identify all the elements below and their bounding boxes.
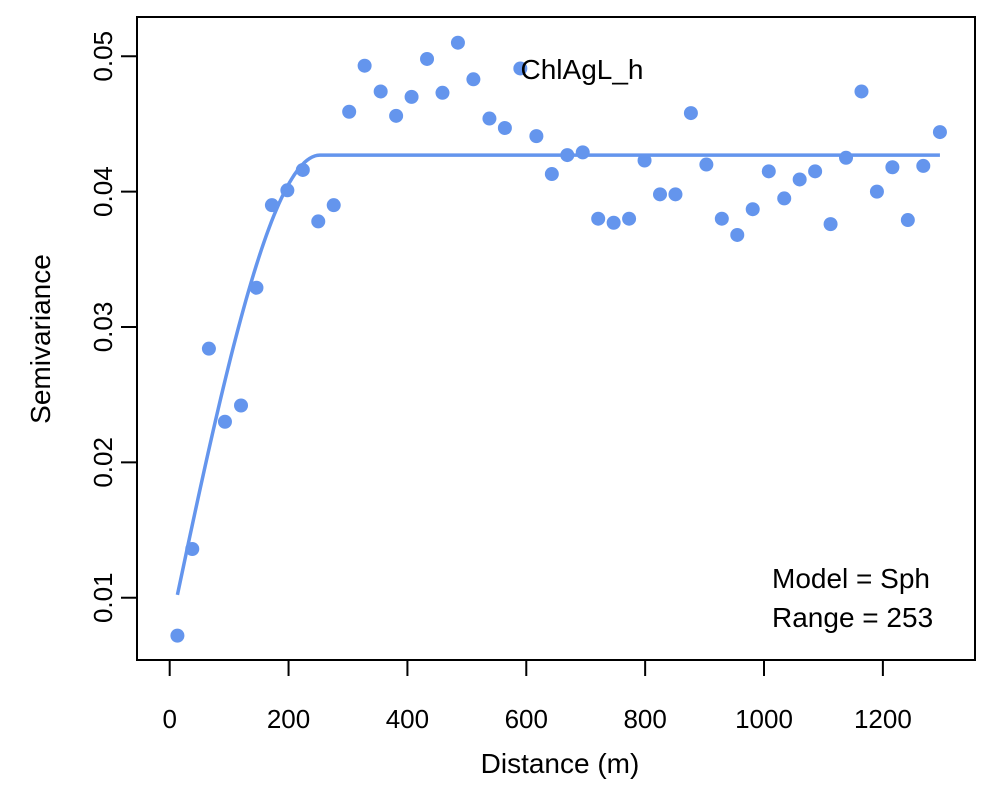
y-tick-label: 0.03 — [88, 302, 118, 353]
data-point — [714, 211, 729, 226]
data-points — [170, 35, 947, 643]
data-point — [854, 84, 869, 99]
data-point — [560, 148, 575, 163]
data-point — [761, 164, 776, 179]
data-point — [823, 217, 838, 232]
data-point — [435, 85, 450, 100]
data-point — [311, 214, 326, 229]
data-point — [280, 183, 295, 198]
data-point — [264, 198, 279, 213]
data-point — [249, 280, 264, 295]
x-axis-title: Distance (m) — [481, 748, 640, 779]
x-tick-label: 800 — [623, 704, 666, 734]
data-point — [637, 153, 652, 168]
data-point — [404, 89, 419, 104]
data-point — [420, 51, 435, 66]
data-point — [839, 150, 854, 165]
x-tick-label: 1200 — [854, 704, 912, 734]
y-tick-label: 0.01 — [88, 572, 118, 623]
data-point — [591, 211, 606, 226]
data-point — [745, 202, 760, 217]
data-point — [513, 61, 528, 76]
data-point — [529, 129, 544, 144]
annotation-range: Range = 253 — [772, 602, 933, 633]
x-tick-label: 1000 — [735, 704, 793, 734]
model-curve — [175, 153, 940, 596]
data-point — [792, 172, 807, 187]
data-point — [482, 111, 497, 126]
data-point — [730, 227, 745, 242]
data-point — [373, 84, 388, 99]
x-tick-label: 400 — [386, 704, 429, 734]
x-tick-label: 0 — [162, 704, 176, 734]
data-point — [185, 541, 200, 556]
data-point — [575, 145, 590, 160]
data-point — [916, 158, 931, 173]
data-point — [699, 157, 714, 172]
y-tick-label: 0.04 — [88, 166, 118, 217]
data-point — [201, 341, 216, 356]
y-tick-label: 0.02 — [88, 437, 118, 488]
data-point — [932, 125, 947, 140]
data-point — [622, 211, 637, 226]
data-point — [389, 108, 404, 123]
data-point — [885, 160, 900, 175]
data-point — [808, 164, 823, 179]
data-point — [170, 628, 185, 643]
data-point — [217, 414, 232, 429]
data-point — [497, 121, 512, 136]
data-point — [342, 104, 357, 119]
y-axis: 0.01 0.02 0.03 0.04 0.05 — [88, 31, 138, 623]
data-point — [777, 191, 792, 206]
data-point — [683, 106, 698, 121]
data-point — [295, 162, 310, 177]
data-point — [900, 213, 915, 228]
x-axis: 0 200 400 600 800 1000 1200 — [162, 659, 912, 734]
data-point — [466, 72, 481, 87]
data-point — [869, 184, 884, 199]
y-tick-label: 0.05 — [88, 31, 118, 82]
data-point — [653, 187, 668, 202]
data-point — [234, 398, 249, 413]
x-tick-label: 600 — [505, 704, 548, 734]
x-tick-label: 200 — [267, 704, 310, 734]
data-point — [606, 215, 621, 230]
data-point — [544, 167, 559, 182]
data-point — [668, 187, 683, 202]
data-point — [357, 58, 372, 73]
annotation-model: Model = Sph — [772, 563, 930, 594]
chart-title: ChlAgL_h — [521, 54, 644, 85]
data-point — [326, 198, 341, 213]
y-axis-title: Semivariance — [25, 254, 56, 424]
data-point — [450, 35, 465, 50]
